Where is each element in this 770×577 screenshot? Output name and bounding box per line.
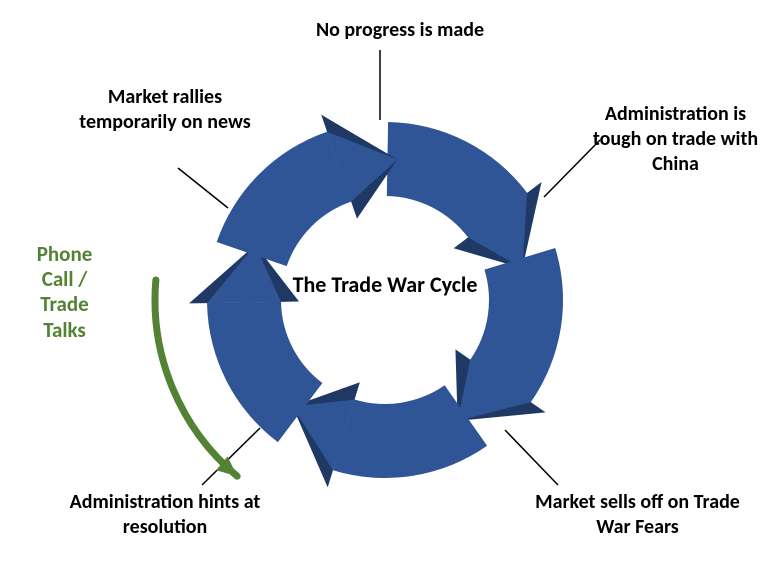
side-annotation-phone-call: Phone Call / Trade Talks <box>22 242 107 343</box>
cycle-label-4: Market rallies temporarily on news <box>75 85 255 135</box>
center-title: The Trade War Cycle <box>291 271 479 299</box>
cycle-label-1: Administration is tough on trade with Ch… <box>588 102 763 177</box>
trade-war-cycle-diagram: The Trade War Cycle No progress is made A… <box>0 0 770 577</box>
cycle-label-0: No progress is made <box>250 18 550 43</box>
cycle-label-2: Market sells off on Trade War Fears <box>530 490 745 540</box>
cycle-label-3: Administration hints at resolution <box>65 490 265 540</box>
